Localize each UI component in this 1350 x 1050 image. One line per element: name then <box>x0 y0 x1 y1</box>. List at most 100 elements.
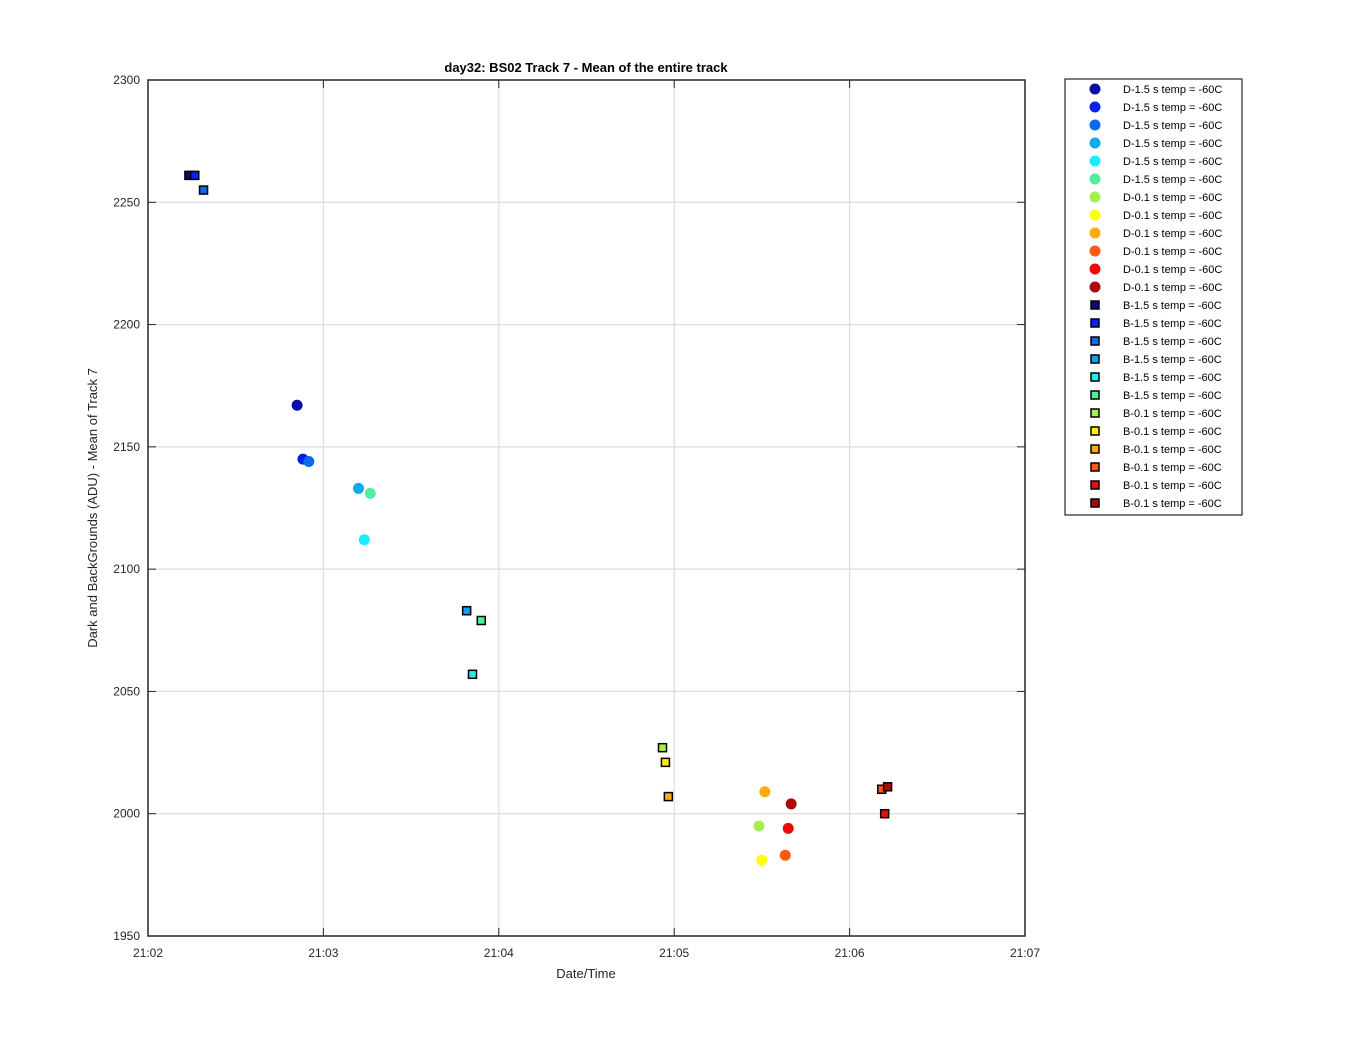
legend-item: D-1.5 s temp = -60C <box>1089 83 1222 96</box>
data-point <box>352 482 364 494</box>
data-point <box>303 456 315 468</box>
legend-item: D-1.5 s temp = -60C <box>1089 101 1222 114</box>
legend-marker <box>1090 318 1100 328</box>
y-tick-label: 2000 <box>113 807 140 821</box>
y-tick-label: 2100 <box>113 562 140 576</box>
legend-marker <box>1090 372 1100 382</box>
legend-label: B-0.1 s temp = -60C <box>1123 480 1222 492</box>
data-point <box>756 854 768 866</box>
legend-item: D-0.1 s temp = -60C <box>1089 281 1222 294</box>
grid-lines <box>148 80 1025 936</box>
legend-marker <box>1090 498 1100 508</box>
legend-item: B-1.5 s temp = -60C <box>1090 336 1222 348</box>
legend-label: D-0.1 s temp = -60C <box>1123 228 1222 240</box>
legend-marker <box>1090 444 1100 454</box>
legend-marker <box>1089 83 1101 95</box>
legend-item: D-0.1 s temp = -60C <box>1089 227 1222 240</box>
legend-item: D-0.1 s temp = -60C <box>1089 209 1222 222</box>
legend-marker <box>1089 263 1101 275</box>
legend-marker <box>1089 101 1101 113</box>
legend-marker <box>1090 480 1100 490</box>
legend-marker <box>1090 336 1100 346</box>
legend-item: D-0.1 s temp = -60C <box>1089 263 1222 276</box>
x-tick-label: 21:07 <box>1010 946 1040 960</box>
data-point <box>660 757 671 768</box>
x-tick-label: 21:05 <box>659 946 689 960</box>
legend-item: B-0.1 s temp = -60C <box>1090 444 1222 456</box>
legend-label: D-1.5 s temp = -60C <box>1123 120 1222 132</box>
legend-marker <box>1089 281 1101 293</box>
legend-label: B-1.5 s temp = -60C <box>1123 390 1222 402</box>
legend-label: D-1.5 s temp = -60C <box>1123 174 1222 186</box>
legend-item: B-1.5 s temp = -60C <box>1090 390 1222 402</box>
legend-label: B-1.5 s temp = -60C <box>1123 354 1222 366</box>
legend-marker <box>1089 119 1101 131</box>
y-tick-label: 2200 <box>113 318 140 332</box>
data-point <box>190 170 200 181</box>
legend-label: D-0.1 s temp = -60C <box>1123 264 1222 276</box>
data-point <box>663 791 674 802</box>
legend-items: D-1.5 s temp = -60C D-1.5 s temp = -60C D-… <box>1089 83 1222 510</box>
legend-item: B-1.5 s temp = -60C <box>1090 300 1222 312</box>
legend-marker <box>1090 408 1100 418</box>
data-point <box>879 808 890 819</box>
legend-item: B-0.1 s temp = -60C <box>1090 462 1222 474</box>
data-point <box>753 820 765 832</box>
legend-item: D-0.1 s temp = -60C <box>1089 191 1222 204</box>
legend-label: D-0.1 s temp = -60C <box>1123 246 1222 258</box>
legend-label: D-0.1 s temp = -60C <box>1123 282 1222 294</box>
legend-marker <box>1089 155 1101 167</box>
legend-box <box>1064 78 1243 516</box>
legend-item: B-0.1 s temp = -60C <box>1090 480 1222 492</box>
x-tick-label: 21:06 <box>835 946 865 960</box>
legend-marker <box>1089 173 1101 185</box>
legend-label: D-1.5 s temp = -60C <box>1123 102 1222 114</box>
data-point <box>657 742 668 753</box>
data-point <box>461 605 472 616</box>
data-point <box>882 782 893 792</box>
legend-label: D-0.1 s temp = -60C <box>1123 192 1222 204</box>
legend-marker <box>1090 300 1100 310</box>
legend-label: B-0.1 s temp = -60C <box>1123 444 1222 456</box>
legend-marker <box>1089 245 1101 257</box>
legend-marker <box>1090 390 1100 400</box>
legend-label: B-0.1 s temp = -60C <box>1123 462 1222 474</box>
legend-item: D-1.5 s temp = -60C <box>1089 119 1222 132</box>
legend-item: B-1.5 s temp = -60C <box>1090 318 1222 330</box>
y-tick-label: 2150 <box>113 440 140 454</box>
data-point <box>779 849 791 861</box>
y-tick-label: 2050 <box>113 684 140 698</box>
data-point <box>785 798 797 810</box>
legend-item: D-1.5 s temp = -60C <box>1089 155 1222 168</box>
legend-label: B-1.5 s temp = -60C <box>1123 300 1222 312</box>
legend-item: D-1.5 s temp = -60C <box>1089 173 1222 186</box>
legend-item: B-1.5 s temp = -60C <box>1090 354 1222 366</box>
data-point <box>782 822 794 834</box>
data-point <box>476 615 487 626</box>
y-tick-label: 1950 <box>113 929 140 943</box>
legend-label: D-1.5 s temp = -60C <box>1123 84 1222 96</box>
legend-label: B-1.5 s temp = -60C <box>1123 318 1222 330</box>
axis-ticks: 21:02 21:03 21:04 21:05 21:06 21:07 1950 2000 20… <box>113 73 1040 960</box>
legend-label: B-0.1 s temp = -60C <box>1123 498 1222 510</box>
data-point <box>364 487 376 499</box>
x-tick-label: 21:04 <box>484 946 514 960</box>
legend-item: B-0.1 s temp = -60C <box>1090 498 1222 510</box>
data-point <box>358 534 370 546</box>
x-tick-label: 21:02 <box>133 946 163 960</box>
legend-marker <box>1089 191 1101 203</box>
legend-label: B-0.1 s temp = -60C <box>1123 426 1222 438</box>
legend-label: D-1.5 s temp = -60C <box>1123 138 1222 150</box>
plot-area-frame <box>147 79 1026 937</box>
legend-label: B-1.5 s temp = -60C <box>1123 372 1222 384</box>
x-axis-label: Date/Time <box>556 966 615 981</box>
data-points <box>184 170 893 866</box>
legend-item: D-0.1 s temp = -60C <box>1089 245 1222 258</box>
legend-marker <box>1090 426 1100 436</box>
legend-marker <box>1089 227 1101 239</box>
legend-item: B-0.1 s temp = -60C <box>1090 408 1222 420</box>
legend-label: D-0.1 s temp = -60C <box>1123 210 1222 222</box>
data-point <box>467 669 478 680</box>
x-tick-label: 21:03 <box>308 946 338 960</box>
